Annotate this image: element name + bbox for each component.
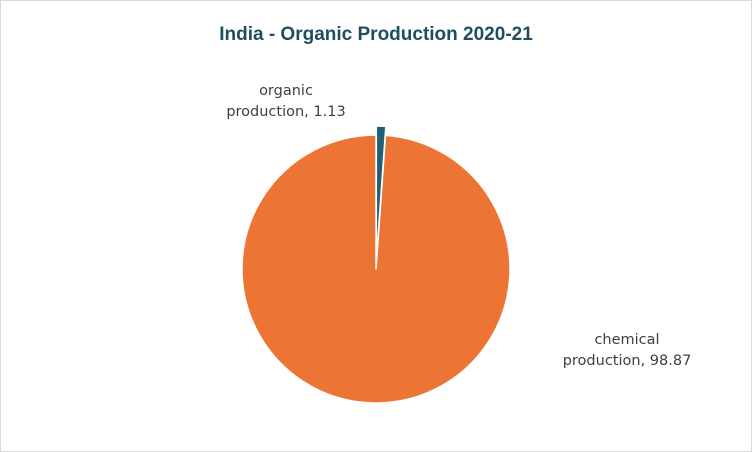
chart-title: India - Organic Production 2020-21 xyxy=(219,24,533,45)
data-label-organic-production: organic production, 1.13 xyxy=(226,83,345,120)
data-label-chemical-production: chemical production, 98.87 xyxy=(563,332,692,369)
pie-slice-chemical-production xyxy=(241,134,511,404)
data-label-organic-line1: organic xyxy=(259,83,313,99)
pie-slices xyxy=(241,125,511,404)
data-label-chemical-line1: chemical xyxy=(594,332,659,348)
data-label-chemical-line2: production, 98.87 xyxy=(563,353,692,369)
data-label-organic-line2: production, 1.13 xyxy=(226,104,345,120)
